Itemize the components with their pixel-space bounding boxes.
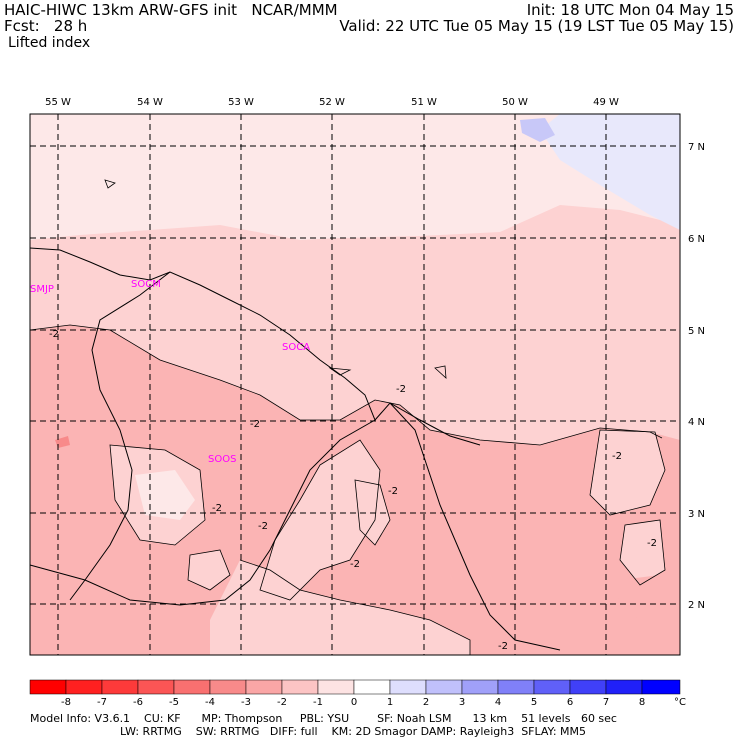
colorbar-tick: 7 — [603, 697, 609, 708]
colorbar-tick: -2 — [277, 697, 287, 708]
colorbar-swatch — [137, 679, 175, 695]
map-frame — [29, 113, 681, 656]
colorbar-swatch — [281, 679, 319, 695]
contour-label: -2 — [350, 559, 360, 570]
lat-label: 2 N — [688, 600, 705, 611]
longitude-labels: 55 W 54 W 53 W 52 W 51 W 50 W 49 W — [45, 97, 619, 108]
contour-label: -2 — [647, 538, 657, 549]
shade-pocket-6 — [620, 520, 665, 585]
field-name: Lifted index — [8, 35, 91, 51]
lat-label: 3 N — [688, 509, 705, 520]
valid-time: Valid: 22 UTC Tue 05 May 15 (19 LST Tue … — [339, 17, 734, 35]
colorbar-tick: -6 — [133, 697, 143, 708]
latitude-labels: 7 N 6 N 5 N 4 N 3 N 2 N — [688, 142, 705, 611]
colorbar-tick: -7 — [97, 697, 107, 708]
model-info-line2: LW: RRTMG SW: RRTMG DIFF: full KM: 2D Sm… — [120, 725, 586, 738]
lat-label: 6 N — [688, 234, 705, 245]
station-label-smjp: SMJP — [30, 284, 54, 295]
colorbar-swatch — [29, 679, 67, 695]
colorbar-swatch — [245, 679, 283, 695]
contour-label: -2 — [498, 641, 508, 652]
lon-label: 51 W — [411, 97, 437, 108]
colorbar-tick: -4 — [205, 697, 215, 708]
colorbar-swatch — [497, 679, 535, 695]
colorbar-tick: 2 — [423, 697, 429, 708]
shade-region-positive-2 — [520, 118, 555, 142]
shade-pocket-4 — [210, 560, 470, 655]
contour-labels: -2 -2 -2 -2 -2 -2 -2 -2 -2 -2 — [49, 329, 657, 652]
colorbar-swatch — [461, 679, 499, 695]
contour-label: -2 — [49, 329, 59, 340]
lon-label: 54 W — [137, 97, 163, 108]
colorbar-swatch — [605, 679, 643, 695]
shade-region-positive — [540, 114, 680, 230]
contour-label: -2 — [250, 419, 260, 430]
colorbar-unit: °C — [674, 697, 686, 708]
colorbar-swatch — [209, 679, 247, 695]
coastline-borders — [29, 247, 561, 651]
shade-pocket-7 — [188, 550, 230, 590]
lat-label: 4 N — [688, 417, 705, 428]
lon-label: 53 W — [228, 97, 254, 108]
shade-pocket-9 — [55, 436, 70, 448]
colorbar-tick: 1 — [387, 697, 393, 708]
lon-label: 49 W — [593, 97, 619, 108]
contour-label: -2 — [258, 521, 268, 532]
shade-pocket-10 — [618, 575, 672, 620]
coastline — [29, 247, 481, 446]
colorbar-tick: 6 — [567, 697, 573, 708]
contour-label: -2 — [212, 503, 222, 514]
lat-label: 5 N — [688, 326, 705, 337]
contour-label: -2 — [612, 451, 622, 462]
colorbar-swatch — [533, 679, 571, 695]
model-title: HAIC-HIWC 13km ARW-GFS init NCAR/MMM — [4, 1, 338, 19]
station-labels: SMJP SOCM SOCA SOOS — [30, 279, 310, 465]
border-suriname-west — [69, 271, 171, 601]
shade-pocket-5 — [590, 430, 665, 515]
lat-label: 7 N — [688, 142, 705, 153]
graticule — [30, 114, 680, 655]
border-suriname-east — [29, 419, 376, 606]
station-label-soca: SOCA — [282, 342, 310, 353]
station-label-soos: SOOS — [208, 454, 236, 465]
colorbar-swatch — [641, 679, 681, 695]
contour-lines — [30, 179, 666, 655]
lifted-index-field — [30, 114, 680, 655]
border-french-guiana — [389, 402, 561, 651]
colorbar-swatch — [569, 679, 607, 695]
contour-label: -2 — [396, 384, 406, 395]
colorbar-swatch — [173, 679, 211, 695]
colorbar-swatch — [317, 679, 355, 695]
model-info-line1: Model Info: V3.6.1 CU: KF MP: Thompson P… — [30, 712, 617, 725]
init-time: Init: 18 UTC Mon 04 May 15 — [526, 1, 734, 19]
colorbar-swatch — [101, 679, 139, 695]
colorbar-tick: 3 — [459, 697, 465, 708]
colorbar-swatch — [65, 679, 103, 695]
colorbar-tick: -8 — [61, 697, 71, 708]
colorbar-tick: -5 — [169, 697, 179, 708]
colorbar-tick: 0 — [351, 697, 357, 708]
colorbar-tick: 5 — [531, 697, 537, 708]
colorbar-tick-labels: -8 -7 -6 -5 -4 -3 -2 -1 0 1 2 3 4 5 6 7 … — [61, 697, 686, 708]
colorbar-tick: 4 — [495, 697, 501, 708]
colorbar-swatch — [353, 679, 391, 695]
colorbar-tick: 8 — [639, 697, 645, 708]
colorbar-swatch — [389, 679, 427, 695]
colorbar — [29, 679, 681, 695]
station-label-socm: SOCM — [131, 279, 161, 290]
colorbar-tick: -1 — [313, 697, 323, 708]
lon-label: 52 W — [319, 97, 345, 108]
contour-label: -2 — [388, 486, 398, 497]
colorbar-swatch — [425, 679, 463, 695]
lon-label: 50 W — [502, 97, 528, 108]
forecast-hour: Fcst: 28 h — [4, 17, 88, 35]
lon-label: 55 W — [45, 97, 71, 108]
colorbar-tick: -3 — [241, 697, 251, 708]
